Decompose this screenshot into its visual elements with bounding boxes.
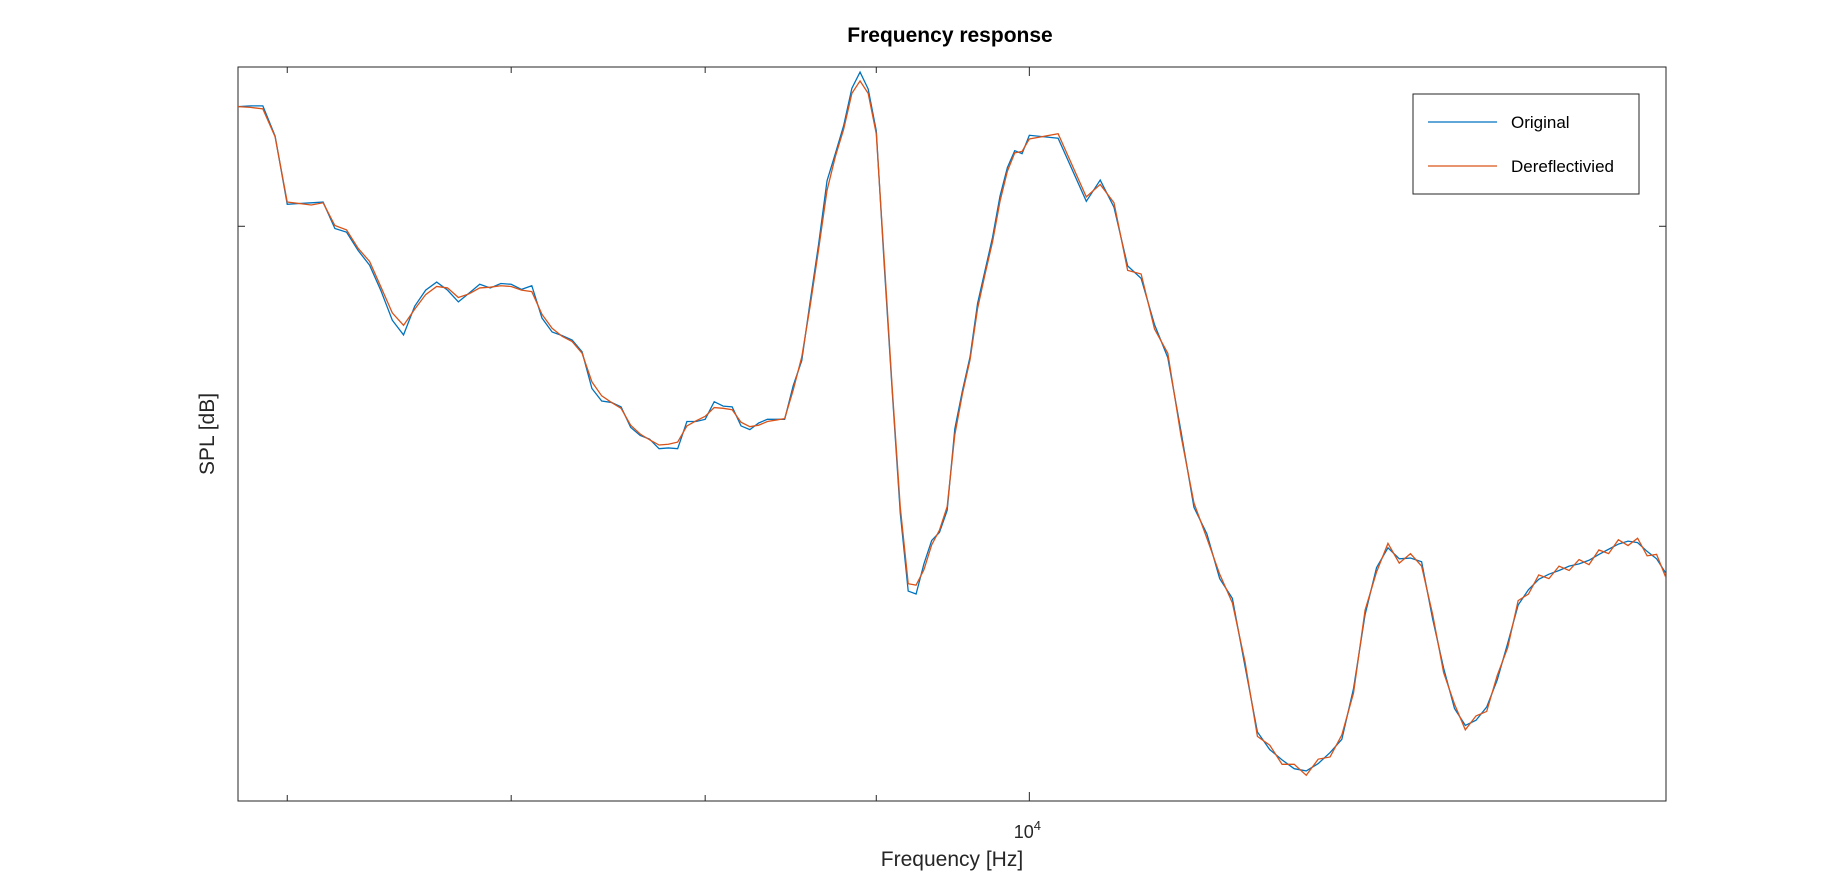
axis-ticks [238, 67, 1666, 801]
series-group [238, 70, 1666, 777]
chart-title: Frequency response [847, 24, 1052, 47]
legend-label-original: Original [1511, 113, 1570, 132]
series-line-dereflectivied [238, 79, 1666, 777]
legend: Original Dereflectivied [1412, 93, 1640, 195]
x-tick-label: 104 [1014, 818, 1041, 842]
y-axis-label: SPL [dB] [196, 393, 219, 475]
x-axis-label: Frequency [Hz] [881, 848, 1023, 871]
legend-box [1412, 93, 1640, 195]
legend-label-dereflectivied: Dereflectivied [1511, 157, 1614, 176]
x-tick-labels: 104 [1014, 818, 1041, 842]
